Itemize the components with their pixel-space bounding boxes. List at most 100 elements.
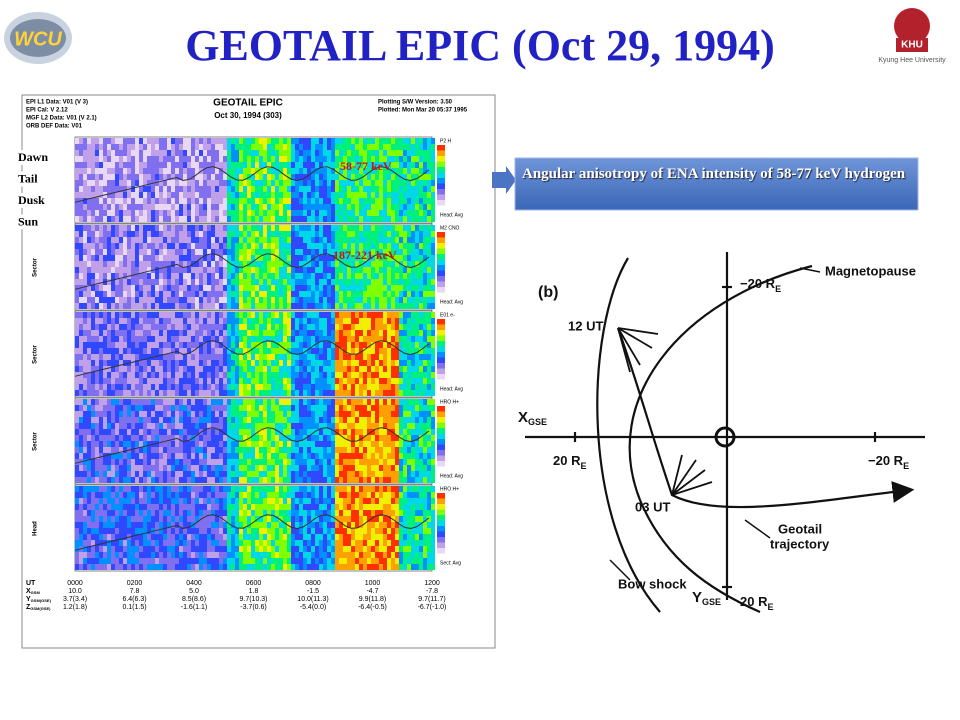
spectrogram-cell	[339, 237, 343, 243]
spectrogram-cell	[335, 423, 339, 429]
spectrogram-cell	[119, 324, 123, 330]
spectrogram-cell	[383, 477, 387, 483]
spectrogram-cell	[231, 336, 235, 342]
spectrogram-cell	[275, 411, 279, 417]
spectrogram-cell	[283, 318, 287, 324]
spectrogram-cell	[103, 465, 107, 471]
spectrogram-cell	[83, 459, 87, 465]
spectrogram-cell	[323, 255, 327, 261]
spectrogram-cell	[295, 435, 299, 441]
spectrogram-cell	[203, 435, 207, 441]
spectrogram-cell	[343, 297, 347, 303]
spectrogram-cell	[215, 390, 219, 396]
spectrogram-cell	[87, 204, 91, 210]
spectrogram-cell	[99, 210, 103, 216]
spectrogram-cell	[79, 312, 83, 318]
spectrogram-cell	[99, 429, 103, 435]
spectrogram-cell	[367, 192, 371, 198]
spectrogram-cell	[403, 459, 407, 465]
spectrogram-cell	[227, 162, 231, 168]
spectrogram-cell	[187, 312, 191, 318]
spectrogram-cell	[103, 312, 107, 318]
spectrogram-cell	[127, 477, 131, 483]
spectrogram-cell	[307, 423, 311, 429]
spectrogram-cell	[215, 174, 219, 180]
spectrogram-cell	[355, 399, 359, 405]
spectrogram-cell	[211, 273, 215, 279]
spectrogram-cell	[211, 249, 215, 255]
spectrogram-cell	[379, 156, 383, 162]
spectrogram-cell	[339, 405, 343, 411]
spectrogram-cell	[311, 168, 315, 174]
spectrogram-cell	[303, 150, 307, 156]
spectrogram-cell	[155, 477, 159, 483]
spectrogram-cell	[403, 429, 407, 435]
spectrogram-cell	[315, 216, 319, 222]
spectrogram-cell	[79, 348, 83, 354]
spectrogram-cell	[307, 198, 311, 204]
spectrogram-cell	[367, 162, 371, 168]
spectrogram-cell	[79, 204, 83, 210]
spectrogram-cell	[183, 318, 187, 324]
colorbar-cell	[437, 248, 445, 254]
spectrogram-cell	[403, 372, 407, 378]
spectrogram-cell	[299, 417, 303, 423]
spectrogram-cell	[171, 210, 175, 216]
spectrogram-cell	[395, 354, 399, 360]
spectrogram-cell	[283, 138, 287, 144]
spectrogram-cell	[363, 318, 367, 324]
spectrogram-cell	[339, 162, 343, 168]
logo-caption: Kyung Hee University	[878, 57, 946, 64]
spectrogram-cell	[379, 378, 383, 384]
spectrogram-cell	[171, 198, 175, 204]
spectrogram-cell	[395, 342, 399, 348]
spectrogram-cell	[319, 231, 323, 237]
spectrogram-cell	[335, 441, 339, 447]
spectrogram-cell	[87, 255, 91, 261]
spectrogram-cell	[187, 390, 191, 396]
spectrogram-cell	[111, 417, 115, 423]
spectrogram-cell	[99, 297, 103, 303]
spectrogram-cell	[291, 330, 295, 336]
spectrogram-cell	[243, 441, 247, 447]
spectrogram-cell	[223, 411, 227, 417]
spectrogram-cell	[215, 273, 219, 279]
spectrogram-cell	[167, 360, 171, 366]
spectrogram-cell	[79, 243, 83, 249]
spectrogram-cell	[155, 255, 159, 261]
spectrogram-cell	[79, 411, 83, 417]
spectrogram-cell	[303, 372, 307, 378]
spectrogram-cell	[419, 279, 423, 285]
spectrogram-cell	[195, 216, 199, 222]
spectrogram-cell	[319, 273, 323, 279]
spectrogram-cell	[123, 459, 127, 465]
spectrogram-cell	[395, 324, 399, 330]
spectrogram-cell	[315, 291, 319, 297]
spectrogram-cell	[267, 453, 271, 459]
spectrogram-cell	[379, 366, 383, 372]
spectrogram-cell	[83, 330, 87, 336]
spectrogram-cell	[355, 255, 359, 261]
spectrogram-cell	[287, 144, 291, 150]
spectrogram-cell	[207, 267, 211, 273]
spectrogram-cell	[243, 471, 247, 477]
spectrogram-cell	[287, 180, 291, 186]
spectrogram-cell	[275, 273, 279, 279]
spectrogram-cell	[107, 285, 111, 291]
spectrogram-cell	[311, 285, 315, 291]
spectrogram-cell	[427, 243, 431, 249]
spectrogram-cell	[323, 447, 327, 453]
spectrogram-cell	[323, 477, 327, 483]
spectrogram-cell	[287, 435, 291, 441]
spectrogram-cell	[219, 198, 223, 204]
spectrogram-cell	[327, 210, 331, 216]
spectrogram-cell	[215, 372, 219, 378]
spectrogram-cell	[115, 411, 119, 417]
spectrogram-cell	[355, 378, 359, 384]
spectrogram-cell	[383, 429, 387, 435]
spectrogram-cell	[427, 231, 431, 237]
spectrogram-cell	[327, 249, 331, 255]
spectrogram-cell	[391, 324, 395, 330]
spectrogram-cell	[331, 261, 335, 267]
spectrogram-cell	[123, 384, 127, 390]
